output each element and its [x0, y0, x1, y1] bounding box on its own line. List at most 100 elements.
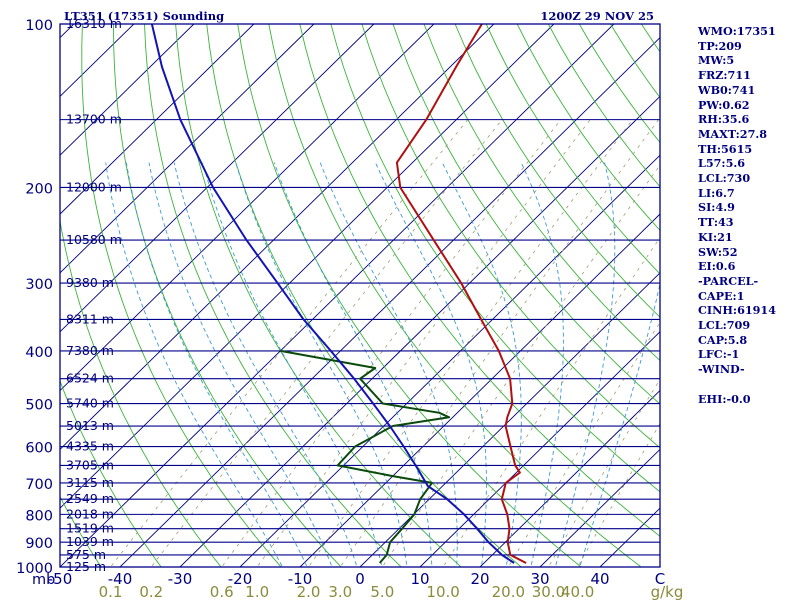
isotherm-line [60, 24, 435, 392]
moist-adiabat-line [235, 162, 408, 567]
dry-adiabat-line [81, 24, 282, 567]
height-label: 4335 m [66, 439, 114, 454]
wind-indices: EHI:-0.0 [698, 392, 798, 407]
moist-adiabat-line [125, 162, 308, 567]
dry-adiabat-line [454, 24, 660, 318]
isotherm-line [179, 95, 660, 567]
index-value: SW:52 [698, 244, 738, 259]
mixing-ratio-tick-label: 30.0 [532, 583, 565, 600]
mixing-ratio-tick-label: 2.0 [297, 583, 321, 600]
index-value: WB0:741 [698, 82, 756, 97]
dry-adiabat-line [60, 379, 162, 567]
isotherm-line [60, 24, 615, 567]
moist-adiabat-line [148, 162, 333, 567]
isotherm-line [60, 24, 555, 509]
isotherm-line [419, 331, 660, 567]
moist-adiabat-line [579, 281, 660, 567]
moist-adiabat-line [520, 162, 564, 567]
height-label: 10580 m [66, 232, 122, 247]
dry-adiabat-line [60, 218, 222, 567]
grid-lines [60, 24, 660, 567]
height-label: 16310 m [66, 16, 122, 31]
dry-adiabat-line [423, 24, 660, 362]
mixing-ratio-axis: 0.1 0.2 0.6 1.0 2.0 3.0 5.0 10.0 20.0 30.040.0 g/k… [99, 583, 684, 600]
height-label: 8311 m [66, 311, 114, 326]
temperature-tick-label: 30 [530, 570, 549, 588]
parcel-index-value: CINH:61914 [698, 303, 776, 318]
pressure-tick-label: 800 [25, 508, 53, 524]
dry-adiabat-line [361, 24, 660, 449]
index-value: EI:0.6 [698, 259, 736, 274]
height-label: 3115 m [66, 475, 114, 490]
moist-adiabat-line [173, 162, 358, 567]
mixing-ratio-tick-label: g/kg [651, 583, 684, 600]
height-label: 5013 m [66, 418, 114, 433]
height-label: 13700 m [66, 112, 122, 127]
dry-adiabat-line [299, 24, 660, 537]
pressure-tick-label: 200 [25, 181, 53, 197]
height-label: 575 m [66, 547, 106, 562]
temperature-tick-label: 20 [470, 570, 489, 588]
index-value: WMO:17351 [698, 24, 776, 38]
isotherm-line [119, 36, 660, 567]
pressure-unit-label: mb [32, 572, 55, 588]
parcel-indices: CAPE:1 CINH:61914 LCL:709 CAP:5.8 LFC:-1 [698, 289, 798, 363]
height-label: 2549 m [66, 491, 114, 506]
index-value: MAXT:27.8 [698, 126, 768, 141]
height-label: 1039 m [66, 534, 114, 549]
moist-adiabat-line [202, 162, 383, 567]
parcel-index-value: LFC:-1 [698, 347, 740, 362]
index-value: RH:35.6 [698, 112, 750, 127]
temperature-tick-label: -30 [168, 570, 193, 588]
temperature-axis: -50 -40 -30 -20 -10 0 10 20 30 40 C [48, 570, 665, 588]
index-value: KI:21 [698, 229, 733, 244]
dry-adiabat-line [392, 24, 660, 405]
mixing-ratio-tick-label: 20.0 [492, 583, 525, 600]
pressure-tick-label: 500 [25, 398, 53, 414]
mixing-ratio-tick-label: 5.0 [370, 583, 394, 600]
temperature-tick-label: 10 [410, 570, 429, 588]
mixing-ratio-tick-label: 0.6 [210, 583, 234, 600]
height-label: 2018 m [66, 506, 114, 521]
isotherm-line [60, 24, 375, 333]
dry-adiabat-line [485, 24, 660, 275]
parcel-line [150, 24, 515, 564]
index-value: SI:4.9 [698, 200, 735, 215]
dry-adiabat-line [268, 24, 642, 567]
isotherm-line [60, 24, 495, 450]
parcel-index-value: CAP:5.8 [698, 332, 748, 347]
index-value: PW:0.62 [698, 97, 750, 112]
index-value: MW:5 [698, 53, 735, 68]
sounding-curves [150, 24, 527, 564]
index-value: TT:43 [698, 215, 734, 230]
index-value: LI:6.7 [698, 185, 735, 200]
moist-adiabat-line [374, 162, 487, 567]
dry-adiabat-line [60, 495, 102, 567]
indices-panel: WMO:17351 TP:209 MW:5 FRZ:711 WB0:741 PW:0.62… [698, 24, 798, 406]
height-label: 1519 m [66, 521, 114, 536]
isotherm-line [239, 154, 660, 567]
index-value: FRZ:711 [698, 68, 751, 83]
height-label: 6524 m [66, 371, 114, 386]
isotherm-line [60, 24, 315, 274]
pressure-tick-label: 900 [25, 536, 53, 552]
index-value: L57:5.6 [698, 156, 746, 171]
height-label: 125 m [66, 559, 106, 574]
height-label: 3705 m [66, 457, 114, 472]
height-label: 7380 m [66, 343, 114, 358]
mixing-ratio-tick-label: 40.0 [561, 583, 594, 600]
temperature-tick-label: -40 [108, 570, 133, 588]
mixing-ratio-tick-label: 0.1 [99, 583, 123, 600]
isotherm-line [539, 448, 660, 567]
moist-adiabat-line [319, 162, 458, 567]
temperature-tick-label: 40 [590, 570, 609, 588]
temperature-tick-label: 0 [355, 570, 365, 588]
height-label: 5740 m [66, 396, 114, 411]
isotherm-line [60, 24, 195, 156]
index-value: TH:5615 [698, 141, 753, 156]
pressure-tick-label: 1000 [16, 561, 53, 577]
moist-adiabat-line [273, 162, 433, 567]
wind-index-value: EHI:-0.0 [698, 391, 751, 406]
